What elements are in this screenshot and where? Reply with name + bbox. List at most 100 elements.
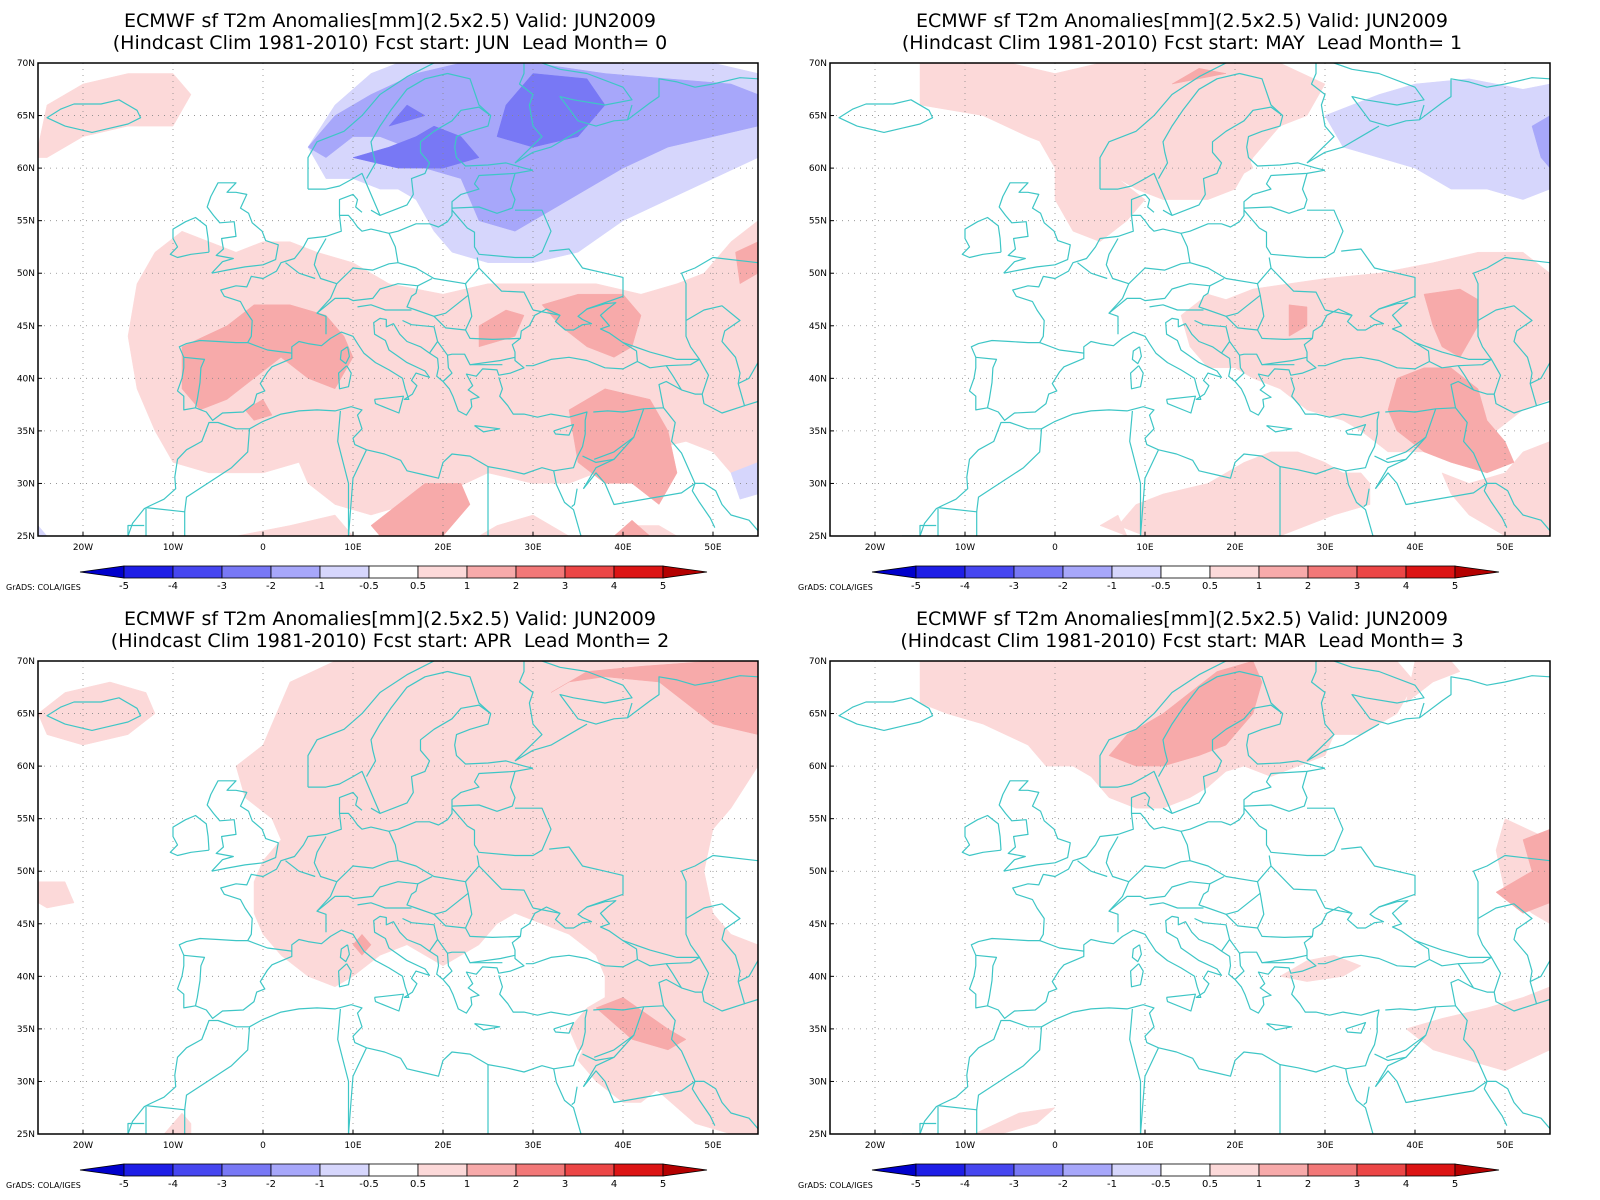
lon-label: 20E xyxy=(1226,1141,1243,1151)
map-panel-lead-0: 70N 65N 60N 55N 50N 45N 40N 35N 30N 25N 20W 10W 0 10E… xyxy=(0,0,780,600)
coastline xyxy=(1345,1022,1367,1034)
grads-credit: GrADS: COLA/IGES xyxy=(798,583,873,592)
country-border xyxy=(1239,72,1284,117)
lon-label: 0 xyxy=(1052,1141,1058,1151)
country-border xyxy=(1149,304,1204,311)
country-border xyxy=(110,524,145,536)
colorbar-arrow-high xyxy=(1454,1163,1500,1177)
country-border xyxy=(626,702,633,718)
coastline xyxy=(1333,63,1550,127)
lat-label: 65N xyxy=(17,710,35,720)
coastline xyxy=(1483,483,1508,528)
anomaly-field xyxy=(830,63,1550,536)
colorbar-swatch xyxy=(515,565,566,579)
colorbar-swatch xyxy=(1356,565,1407,579)
country-border xyxy=(1108,283,1210,335)
lat-label: 40N xyxy=(809,972,827,982)
colorbar-label: 1 xyxy=(464,1179,470,1190)
map-panel-lead-3: 70N 65N 60N 55N 50N 45N 40N 35N 30N 25N 20W 10W 0 10E… xyxy=(792,598,1572,1198)
colorbar-label: -5 xyxy=(119,581,129,592)
country-border xyxy=(347,449,368,536)
lon-label: 50E xyxy=(704,543,721,553)
country-border xyxy=(1536,400,1550,407)
colorbar-label: -4 xyxy=(960,1179,970,1190)
anomaly-field xyxy=(38,63,758,536)
country-border xyxy=(316,283,418,335)
coastline xyxy=(1333,661,1550,725)
anomaly-shade xyxy=(370,483,471,536)
grid-lines xyxy=(38,661,758,1134)
colorbar-label: 3 xyxy=(562,1179,568,1190)
grads-credit: GrADS: COLA/IGES xyxy=(6,1181,81,1190)
country-border xyxy=(285,860,316,878)
coastline xyxy=(176,215,639,421)
colorbar-swatch xyxy=(1258,1163,1309,1177)
country-border xyxy=(1324,309,1353,316)
country-border xyxy=(406,875,469,915)
country-border xyxy=(663,407,696,484)
country-border xyxy=(1374,1053,1407,1061)
coastlines xyxy=(838,63,1550,536)
country-border xyxy=(1108,881,1210,933)
country-border xyxy=(1180,831,1272,883)
colorbar-swatch xyxy=(1307,1163,1358,1177)
coastline xyxy=(919,377,1380,536)
colorbar-label: 5 xyxy=(660,581,666,592)
colorbar-label: 1 xyxy=(1256,581,1262,592)
anomaly-shade xyxy=(235,514,354,536)
coastline xyxy=(691,483,716,528)
country-border xyxy=(1139,1047,1160,1134)
colorbar-label: -2 xyxy=(266,1179,276,1190)
coastline xyxy=(474,1023,501,1031)
country-border xyxy=(514,125,588,164)
colorbar-swatch xyxy=(270,1163,321,1177)
country-border xyxy=(532,907,561,914)
colorbar-swatch xyxy=(123,1163,174,1177)
colorbar-label: -1 xyxy=(1107,1179,1117,1190)
colorbar: -5 -4 -3 -2 -1 -0.5 0.5 1 2 3 4 5 xyxy=(79,565,708,592)
colorbar-swatch xyxy=(1258,565,1309,579)
country-border xyxy=(145,1026,251,1111)
map-frame xyxy=(37,660,759,1135)
coastline xyxy=(169,814,210,857)
country-border xyxy=(1455,1005,1488,1082)
country-border xyxy=(478,865,534,909)
country-border xyxy=(582,455,615,463)
country-border xyxy=(1243,771,1308,812)
country-border xyxy=(681,987,703,993)
country-border xyxy=(1256,893,1265,929)
country-border xyxy=(744,400,758,407)
lon-label: 20E xyxy=(434,543,451,553)
country-border xyxy=(1458,358,1492,367)
country-border xyxy=(433,913,521,938)
country-border xyxy=(582,1070,696,1104)
grads-credit: GrADS: COLA/IGES xyxy=(798,1181,873,1190)
country-border xyxy=(183,356,206,408)
lat-label: 45N xyxy=(809,920,827,930)
country-border xyxy=(1374,472,1488,506)
anomaly-shade xyxy=(1108,661,1263,767)
country-border xyxy=(975,954,998,1006)
colorbar-swatch xyxy=(1111,1163,1162,1177)
colorbar-swatch xyxy=(564,565,615,579)
anomaly-shade xyxy=(352,125,480,169)
country-border xyxy=(1455,407,1488,484)
coastline xyxy=(553,470,587,536)
colorbar-label: -1 xyxy=(1107,581,1117,592)
coastline xyxy=(1483,1081,1508,1126)
anomaly-shade xyxy=(568,388,678,505)
lon-label: 10E xyxy=(1136,543,1153,553)
lat-label: 35N xyxy=(17,1025,35,1035)
colorbar-label: 0.5 xyxy=(1202,581,1218,592)
lat-label: 65N xyxy=(809,710,827,720)
colorbar-swatch xyxy=(564,1163,615,1177)
anomaly-shade xyxy=(550,661,758,735)
coastline xyxy=(1130,963,1144,988)
colorbar-label: -0.5 xyxy=(1151,581,1171,592)
coastline xyxy=(1345,470,1379,536)
country-border xyxy=(549,846,624,908)
country-border xyxy=(336,262,399,285)
lon-label: 0 xyxy=(1052,543,1058,553)
country-border xyxy=(1157,670,1240,777)
coastline xyxy=(998,182,1071,274)
